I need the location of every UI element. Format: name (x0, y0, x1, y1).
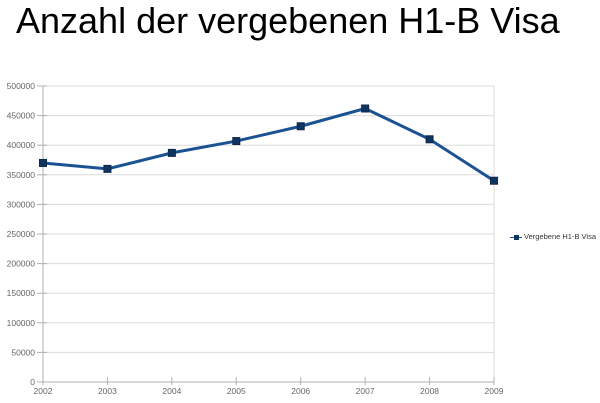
x-axis-label: 2007 (356, 386, 375, 396)
y-axis-label: 50000 (11, 347, 35, 357)
y-axis-label: 100000 (7, 318, 36, 328)
legend-label: Vergebene H1-B Visa (524, 232, 596, 241)
y-axis-label: 250000 (7, 229, 36, 239)
y-axis-label: 0 (30, 377, 35, 387)
y-axis-label: 450000 (7, 111, 36, 121)
y-axis-label: 200000 (7, 259, 36, 269)
x-axis-label: 2002 (34, 386, 53, 396)
x-axis-label: 2008 (420, 386, 439, 396)
data-point-marker (425, 135, 434, 144)
y-axis-label: 500000 (7, 81, 36, 91)
data-point-marker (167, 148, 176, 157)
x-axis-label: 2003 (98, 386, 117, 396)
chart-title: Anzahl der vergebenen H1-B Visa (16, 0, 560, 41)
legend: Vergebene H1-B Visa (510, 231, 596, 243)
x-axis-label: 2006 (291, 386, 310, 396)
data-point-marker (39, 158, 47, 167)
data-point-marker (232, 137, 241, 146)
legend-square-icon (513, 234, 519, 240)
data-point-marker (490, 176, 498, 185)
y-axis-label: 150000 (7, 288, 36, 298)
y-axis-label: 350000 (7, 170, 36, 180)
y-axis-label: 300000 (7, 199, 36, 209)
x-axis-label: 2009 (485, 386, 504, 396)
data-point-marker (103, 164, 112, 173)
data-point-marker (361, 104, 370, 113)
legend-series-marker-icon (510, 234, 522, 241)
x-axis-label: 2005 (227, 386, 246, 396)
data-point-marker (296, 122, 305, 131)
x-axis-label: 2004 (162, 386, 181, 396)
data-line (42, 106, 495, 182)
y-axis-label: 400000 (7, 140, 36, 150)
